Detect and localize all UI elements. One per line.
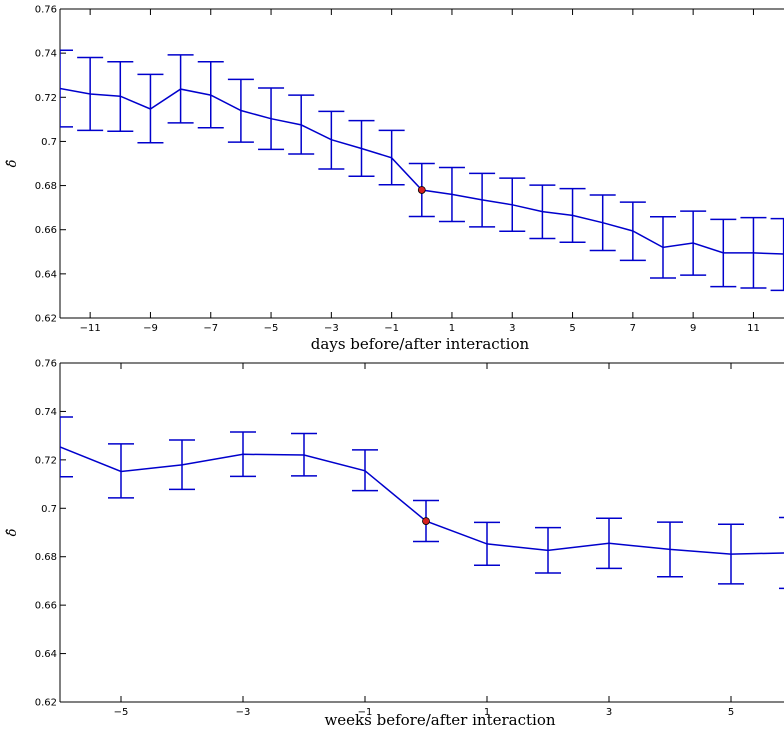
x-tick-label: 1: [484, 707, 490, 718]
highlight-point: [417, 186, 426, 194]
x-tick-label: 3: [606, 707, 612, 718]
y-tick-label: 0.7: [41, 504, 57, 515]
y-tick-label: 0.72: [35, 455, 57, 466]
x-tick-label: −5: [114, 707, 129, 718]
x-tick-label: −11: [80, 323, 101, 334]
x-tick-label: 1: [449, 323, 455, 334]
y-tick-label: 0.64: [35, 649, 57, 660]
x-tick-label: −3: [324, 323, 339, 334]
y-axis-label: δ̂: [5, 159, 20, 167]
x-axis-label: weeks before/after interaction: [324, 711, 555, 729]
y-tick-label: 0.76: [35, 359, 57, 370]
x-tick-label: −9: [143, 323, 158, 334]
y-axis-label: δ̂: [5, 528, 20, 536]
x-tick-label: 3: [509, 323, 515, 334]
y-tick-label: 0.66: [35, 225, 57, 236]
y-tick-label: 0.62: [35, 314, 57, 325]
x-tick-label: 5: [569, 323, 575, 334]
y-tick-label: 0.74: [35, 49, 57, 60]
y-tick-label: 0.62: [35, 698, 57, 709]
error-bar: [60, 49, 73, 128]
y-tick-label: 0.7: [41, 137, 57, 148]
x-tick-label: 9: [690, 323, 696, 334]
y-tick-label: 0.76: [35, 5, 57, 16]
x-tick-label: −7: [203, 323, 218, 334]
y-tick-label: 0.68: [35, 181, 57, 192]
x-tick-label: −1: [358, 707, 373, 718]
bottom-chart-panel: 0.62 0.64 0.66 0.68 0.7 0.72 0.74 0.76 −5 −3 −1 1 3 5…: [5, 359, 784, 729]
highlight-point: [422, 517, 430, 526]
plot-area: [60, 416, 784, 590]
error-bar: [779, 516, 784, 590]
y-tick-label: 0.68: [35, 552, 57, 563]
y-tick-label: 0.66: [35, 601, 57, 612]
error-bar: [60, 416, 73, 478]
y-tick-label: 0.64: [35, 269, 57, 280]
x-tick-label: 7: [630, 323, 636, 334]
top-chart-panel: 0.620.640.660.680.70.720.740.76−11 −9 −7 −5…: [5, 5, 784, 353]
x-tick-label: −5: [264, 323, 279, 334]
x-tick-label: −3: [236, 707, 251, 718]
x-tick-label: −1: [384, 323, 399, 334]
x-tick-label: 11: [747, 323, 760, 334]
plot-area: [60, 49, 784, 292]
x-axis-label: days before/after interaction: [311, 335, 530, 353]
x-tick-label: 5: [728, 707, 734, 718]
y-tick-label: 0.72: [35, 93, 57, 104]
y-tick-label: 0.74: [35, 407, 57, 418]
